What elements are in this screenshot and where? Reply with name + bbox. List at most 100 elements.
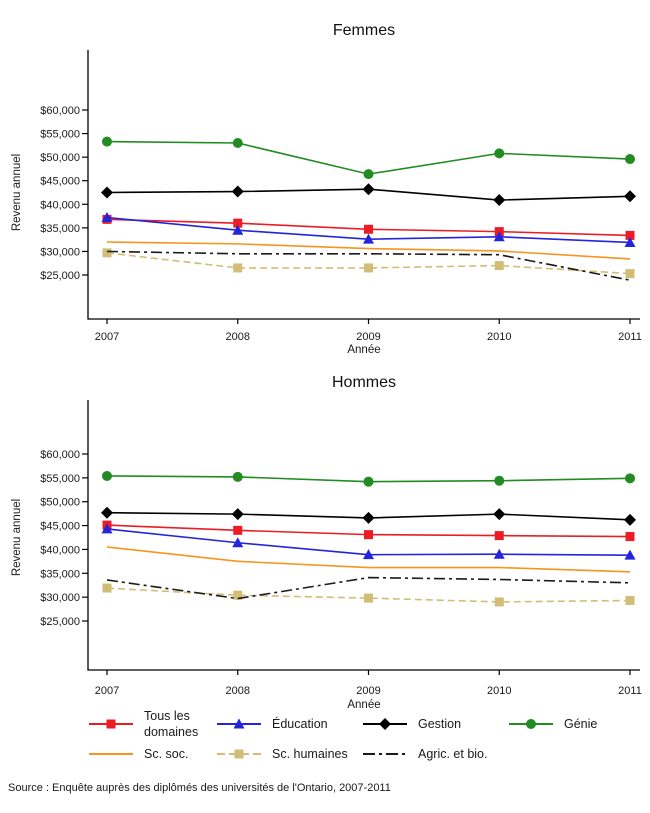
series-marker-genie [232, 471, 243, 482]
x-tick-label: 2011 [618, 331, 642, 343]
axes [87, 400, 640, 671]
x-tick-label: 2009 [356, 331, 380, 343]
x-tick-label: 2009 [356, 685, 380, 697]
series-marker-education [101, 523, 113, 534]
series-marker-gestion [231, 185, 244, 198]
legend-marker-sc-soc-icon [89, 753, 133, 755]
series-marker-schum [233, 590, 243, 600]
legend-item-sc-soc: Sc. soc. [88, 746, 188, 762]
series-marker-gestion [624, 513, 636, 526]
series-marker-genie [102, 136, 112, 147]
y-tick-label: $60,000 [40, 449, 80, 461]
y-tick-label: $30,000 [40, 246, 80, 258]
legend-label-tous: Tous les domaines [144, 709, 199, 739]
legend-label-gestion: Gestion [418, 717, 462, 731]
legend-item-genie: Génie [508, 708, 597, 740]
series-marker-schum [102, 248, 112, 258]
series-marker-education [493, 231, 505, 242]
series-line-scsoc [106, 546, 631, 573]
x-axis-title: Année [347, 344, 380, 356]
series-marker-tous [364, 530, 373, 540]
series-marker-education [232, 224, 244, 235]
y-tick-label: $60,000 [40, 105, 80, 117]
series-marker-schum [233, 263, 243, 273]
series-marker-gestion [362, 183, 375, 196]
series-marker-genie [363, 476, 374, 487]
series-marker-schum [102, 583, 112, 593]
series-marker-genie [102, 470, 112, 481]
x-tick-label: 2007 [95, 685, 119, 697]
legend-item-agric-et-bio: Agric. et bio. [362, 746, 487, 762]
legend-item-education: Éducation [216, 708, 328, 740]
series-marker-tous [625, 532, 635, 542]
series-marker-education [101, 211, 113, 222]
legend-label-agric-et-bio: Agric. et bio. [418, 747, 488, 761]
series-marker-genie [625, 473, 635, 484]
y-tick-label: $45,000 [40, 176, 80, 188]
series-marker-education [624, 236, 636, 247]
x-tick-label: 2008 [226, 331, 250, 343]
y-axis-title: Revenu annuel [11, 154, 23, 231]
series-marker-tous [494, 531, 504, 541]
y-tick-label: $35,000 [40, 568, 80, 580]
series-marker-education [363, 549, 374, 560]
y-tick-label: $35,000 [40, 223, 80, 235]
series-marker-tous [364, 224, 373, 234]
series-marker-gestion [493, 194, 506, 207]
series-marker-gestion [231, 508, 244, 521]
y-tick-label: $50,000 [40, 497, 80, 509]
legend-marker-education-icon [217, 718, 261, 729]
legend-marker-agric-et-bio-icon [363, 753, 407, 755]
series-marker-genie [363, 169, 374, 180]
y-tick-label: $25,000 [40, 616, 80, 628]
series-marker-genie [494, 148, 505, 159]
series-marker-education [624, 549, 636, 560]
legend-marker-sc-humaines-icon [217, 749, 261, 759]
legend-label-sc-soc: Sc. soc. [144, 747, 189, 761]
series-line-scsoc [106, 241, 631, 260]
hommes-chart-title: Hommes [331, 374, 396, 391]
x-tick-label: 2007 [95, 331, 119, 343]
legend-marker-gestion-icon [363, 718, 407, 730]
series-marker-tous [233, 218, 243, 228]
series-marker-gestion [101, 186, 113, 199]
y-tick-label: $30,000 [40, 592, 80, 604]
legend-item-sc-humaines: Sc. humaines [216, 746, 348, 762]
y-tick-label: $55,000 [40, 473, 80, 485]
series-marker-education [363, 233, 374, 244]
series-marker-education [493, 548, 505, 559]
y-axis-title: Revenu annuel [11, 499, 23, 576]
legend-item-gestion: Gestion [362, 708, 461, 740]
series-marker-schum [364, 593, 373, 603]
legend-label-sc-humaines: Sc. humaines [272, 747, 348, 761]
legend-label-education: Éducation [272, 717, 328, 731]
x-tick-label: 2010 [487, 331, 511, 343]
series-marker-education [232, 537, 244, 548]
series-marker-tous [233, 525, 243, 535]
x-tick-label: 2010 [487, 685, 511, 697]
series-marker-gestion [101, 506, 113, 519]
x-tick-label: 2008 [226, 685, 250, 697]
series-marker-schum [494, 261, 504, 271]
series-marker-schum [364, 263, 373, 273]
series-line-agric [106, 576, 631, 600]
series-marker-schum [625, 595, 635, 605]
series-marker-gestion [493, 508, 506, 521]
series-marker-genie [625, 154, 635, 165]
y-tick-label: $25,000 [40, 270, 80, 282]
legend-label-genie: Génie [564, 717, 598, 731]
series-marker-genie [232, 137, 243, 148]
series-marker-gestion [624, 190, 636, 203]
legend-marker-tous-icon [89, 719, 133, 729]
legend-marker-genie-icon [509, 719, 553, 729]
x-tick-label: 2011 [618, 685, 642, 697]
legend-item-tous-les-domaines: Tous les domaines [88, 708, 224, 740]
series-marker-schum [494, 597, 504, 607]
series-marker-tous [625, 230, 635, 240]
y-tick-label: $40,000 [40, 199, 80, 211]
femmes-chart-title: Femmes [332, 22, 396, 39]
y-tick-label: $45,000 [40, 521, 80, 533]
x-axis-title: Année [347, 699, 380, 711]
